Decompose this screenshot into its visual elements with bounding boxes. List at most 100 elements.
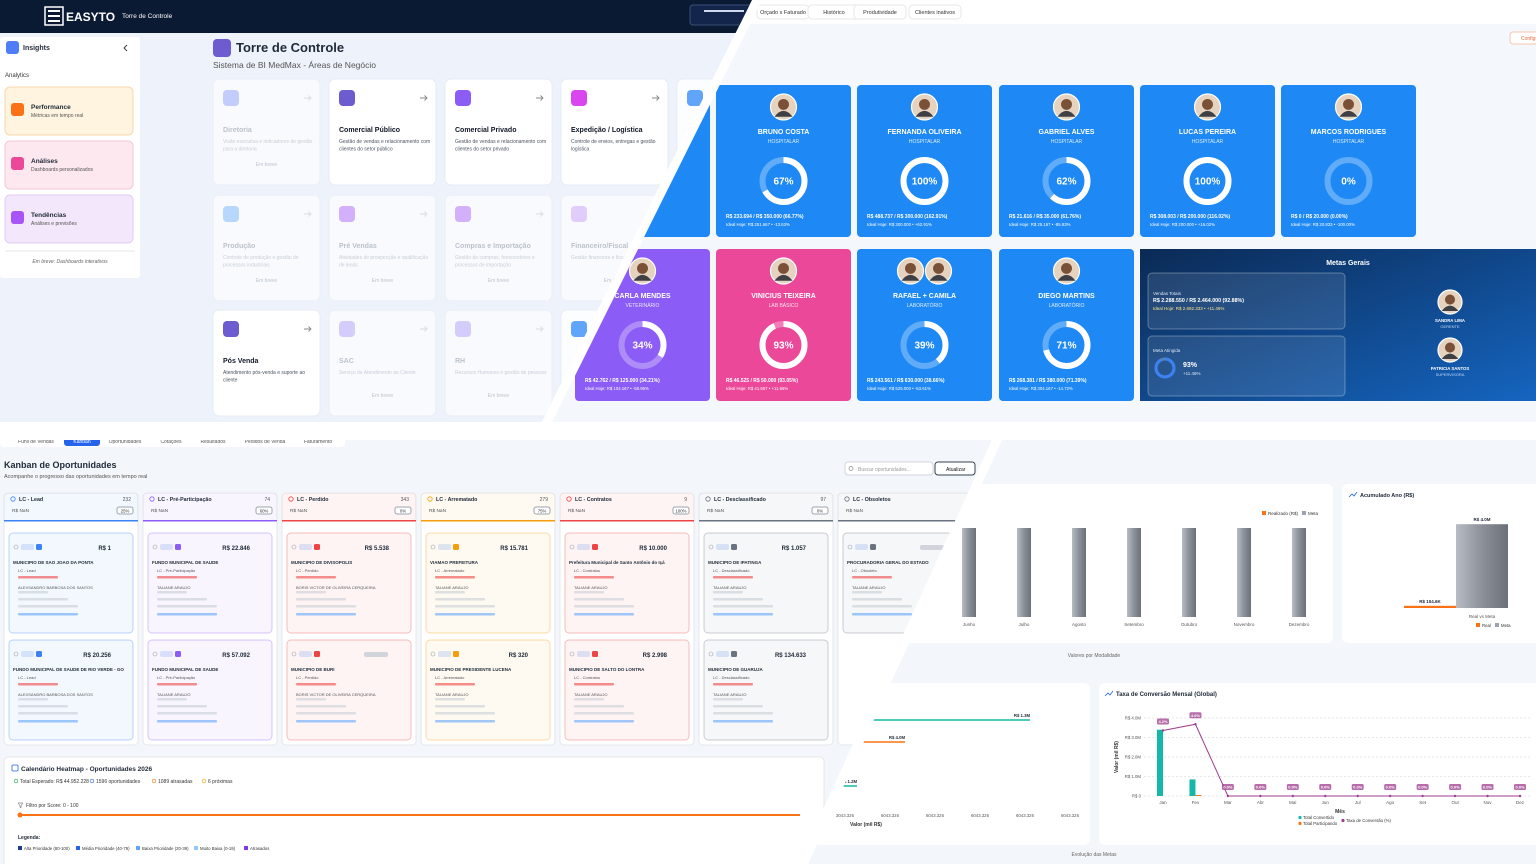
donut-arc <box>759 157 808 205</box>
card-owner: TALIANE ARAUJO <box>435 692 469 697</box>
column-name: LC - Obsoletos <box>853 497 891 503</box>
filter-label: Filtro por Score: 0 - 100 <box>26 803 79 809</box>
legend-swatch <box>244 846 248 850</box>
card-tag <box>175 651 181 657</box>
card-stage: LC - Obsoleto <box>852 568 877 573</box>
card-tag <box>855 544 868 550</box>
sidebar-item-desc: Métricas em tempo real <box>31 113 83 119</box>
card-icon <box>223 206 239 222</box>
card-bg <box>328 194 437 302</box>
card-line <box>852 591 882 594</box>
column-header <box>421 493 555 521</box>
arrow-icon <box>536 95 544 101</box>
kanban-column: LC - Perdido 343 R$ NaN 0% R$ 5.538 MUNICIPIO… <box>281 492 417 746</box>
column-pct: 0% <box>817 509 823 514</box>
card-bg <box>286 639 412 741</box>
sidebar-item-icon <box>11 157 24 170</box>
card-title: RH <box>455 358 465 365</box>
card-check <box>569 544 575 550</box>
seller-amount: R$ 42.762 / R$ 125.000 (34.21%) <box>585 378 660 384</box>
seller-amount: R$ 268.381 / R$ 380.000 (71.39%) <box>1009 378 1087 384</box>
card-bg <box>444 194 553 302</box>
avatar-head <box>1444 294 1456 305</box>
card-soon: Em breve <box>488 278 510 284</box>
card-flow <box>435 720 495 723</box>
legend-title: Legenda: <box>18 835 41 841</box>
card-soon: Em breve <box>488 393 510 399</box>
text-line: para a diretoria <box>223 147 257 153</box>
seller-ideal: Ideal Hoje: R$ 300.000 • +62.91% <box>867 222 932 227</box>
bar <box>1456 524 1508 608</box>
avatar-body <box>929 274 948 281</box>
avatar-head <box>1444 342 1456 353</box>
seller-name: RAFAEL + CAMILA <box>893 293 956 300</box>
refresh-button[interactable] <box>934 461 976 476</box>
legend-swatch <box>1495 623 1499 627</box>
card-title: Pós Venda <box>223 358 259 365</box>
card-title: MUNICIPIO DE BURI <box>291 667 335 672</box>
card-flow <box>157 720 217 723</box>
card-value-placeholder <box>920 545 944 550</box>
card-line <box>713 598 763 601</box>
card-bg <box>147 639 273 741</box>
card-owner: TALIANE ARAUJO <box>435 585 469 590</box>
card-desc: Gestão de compras, fornecedores e proces… <box>455 255 536 269</box>
logo <box>44 6 64 26</box>
nav-pill[interactable] <box>853 4 907 20</box>
card-line <box>18 712 78 715</box>
seller-card: BRUNO COSTA HOSPITALAR 67% R$ 233.694 / R$ … <box>716 85 851 237</box>
card-icon <box>571 206 587 222</box>
card-line <box>435 705 485 708</box>
card-stage: LC - Perdido <box>296 568 319 573</box>
avatar-head <box>1061 262 1072 274</box>
seller-card: LUCAS PEREIRA HOSPITALAR 100% R$ 308.003 / … <box>1140 85 1275 237</box>
arrow-icon <box>420 326 428 332</box>
opportunity-card: R$ 20.256 FUNDO MUNICIPAL DE SAUDE DE RIO… <box>8 639 134 741</box>
card-line <box>18 605 78 608</box>
seller-role: HOSPITALAR <box>909 139 941 145</box>
logo-bar <box>48 20 60 22</box>
tab: Resultados <box>200 439 226 445</box>
card-bg <box>286 532 412 634</box>
donut-arc <box>900 321 949 369</box>
nav-pill[interactable] <box>908 4 962 20</box>
chart-icon <box>1104 690 1114 697</box>
text-line: Controle de envios, entregas e gestão <box>571 139 657 145</box>
bar <box>1017 528 1031 617</box>
sidebar-item-icon <box>11 211 24 224</box>
card-owner: BORIS VICTOR DE OLIVEIRA CERQUEIRA <box>296 585 376 590</box>
seller-name: MARCOS RODRIGUES <box>1311 129 1387 136</box>
kanban-column: LC - Arrematado 279 R$ NaN 75% R$ 15.781 VIAM… <box>420 492 556 746</box>
card-title: VIAMAO PREFEITURA <box>430 560 479 565</box>
label-pill <box>1157 718 1169 725</box>
area-card: Diretoria Visão executiva e indicadores d… <box>212 78 321 186</box>
settings-button[interactable] <box>1509 31 1536 45</box>
area-card: Pré Vendas Atividades de prospecção e qua… <box>328 194 437 302</box>
bar-chart: Acumulado Ano (R$) R$ 104.6K Real R$ 4.0M Me… <box>1342 484 1536 643</box>
card-line <box>574 683 614 686</box>
label-pill <box>1189 712 1202 719</box>
kanban-column: LC - Contratos 9 R$ NaN 100% R$ 10.000 Prefei… <box>559 492 695 746</box>
legend-label: Média Prioridade (40-79) <box>82 846 130 851</box>
legend-label: Meta <box>1308 511 1319 516</box>
card-line <box>435 591 465 594</box>
card-line <box>157 698 187 701</box>
column-bg <box>420 492 556 746</box>
slider-knob[interactable] <box>17 812 23 818</box>
text-line: Recursos Humanos e gestão de pessoas <box>455 370 547 376</box>
card-line <box>574 705 624 708</box>
seller-ideal: Ideal Hoje: R$ 25.167 • -85.83% <box>1009 222 1071 227</box>
goals-label: Meta Atingida <box>1153 348 1181 353</box>
legend-swatch <box>1298 815 1302 820</box>
column-dot <box>149 496 155 502</box>
opportunity-card: MUNICIPIO DE BURI LC - Perdido BORIS VICTO… <box>286 639 412 741</box>
card-soon: Em breve <box>256 278 278 284</box>
card-value: R$ 134.633 <box>775 653 807 659</box>
search-box[interactable] <box>844 461 934 476</box>
card-title: SAC <box>339 358 354 365</box>
column-name: LC - Contratos <box>575 497 612 503</box>
sidebar-item-title: Tendências <box>31 212 67 219</box>
seller-role: HOSPITALAR <box>768 139 800 145</box>
seller-card: FERNANDA OLIVEIRA HOSPITALAR 100% R$ 488.73… <box>857 85 992 237</box>
card-line <box>157 605 217 608</box>
